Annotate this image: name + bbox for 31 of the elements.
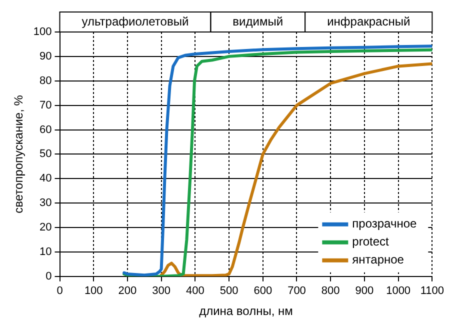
x-tick-label: 1100 xyxy=(420,285,444,298)
x-tick-label: 100 xyxy=(84,285,103,298)
y-axis-title: светопропускание, % xyxy=(12,94,26,214)
y-tick-label: 100 xyxy=(33,26,52,38)
y-tick-label: 80 xyxy=(40,74,52,87)
x-tick-label: 0 xyxy=(56,285,63,298)
x-tick-label: 200 xyxy=(118,285,137,298)
text: видимый xyxy=(232,14,284,28)
x-tick-label: 300 xyxy=(152,285,170,298)
y-tick-label: 60 xyxy=(40,124,52,136)
x-axis-title: длина волны, нм xyxy=(199,304,293,318)
legend-label: прозрачное xyxy=(352,216,418,231)
text: инфракрасный xyxy=(327,14,410,28)
legend-label: protect xyxy=(352,234,390,249)
legend-label: янтарное xyxy=(352,252,404,267)
text: ультрафиолетовый xyxy=(82,14,189,28)
x-tick-label: 700 xyxy=(288,285,306,298)
y-tick-label: 30 xyxy=(40,197,52,210)
x-tick-label: 900 xyxy=(355,285,374,298)
x-tick-label: 500 xyxy=(220,285,238,298)
x-tick-label: 800 xyxy=(321,285,340,298)
y-tick-label: 90 xyxy=(40,50,52,62)
x-tick-label: 400 xyxy=(186,285,204,298)
y-tick-label: 70 xyxy=(40,99,52,112)
y-tick-label: 40 xyxy=(40,172,52,185)
y-tick-label: 0 xyxy=(46,270,52,282)
x-tick-label: 600 xyxy=(254,285,272,298)
x-tick-label: 1000 xyxy=(386,285,411,298)
y-tick-label: 20 xyxy=(40,222,52,234)
y-tick-label: 10 xyxy=(40,246,52,258)
y-tick-label: 50 xyxy=(40,148,52,160)
